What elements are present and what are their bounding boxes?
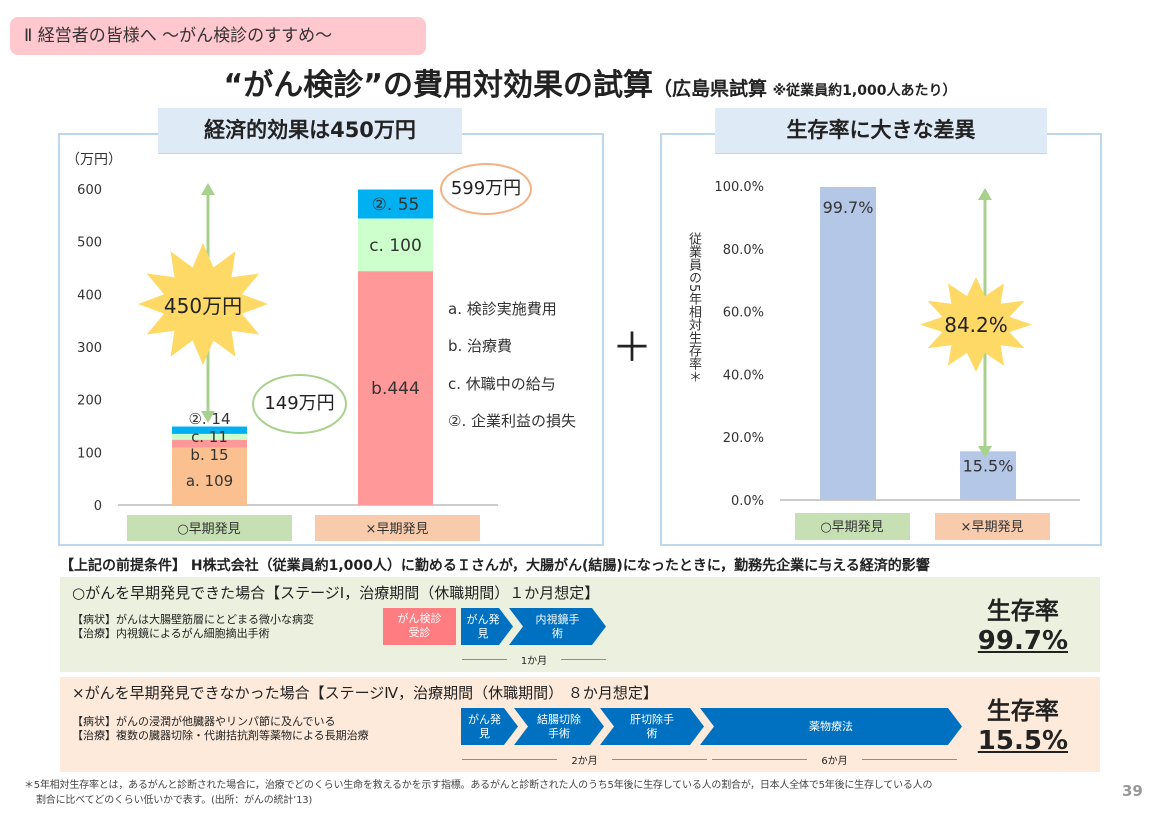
survival-diff-burst: 84.2% <box>920 277 1032 372</box>
bar-label: a. 109 <box>186 472 233 490</box>
legend-a: a. 検診実施費用 <box>448 300 557 318</box>
starburst-icon <box>920 277 1032 372</box>
bar-label: c. 100 <box>369 236 422 256</box>
early-heading: ○がんを早期発見できた場合【ステージⅠ，治療期間（休職期間）１か月想定】 <box>72 584 600 602</box>
step-endoscopic-surgery: 内視鏡手術 <box>509 608 606 645</box>
title-sub: （広島県試算 <box>652 78 767 100</box>
bar-segment-d <box>172 426 247 434</box>
early-survival: 生存率 99.7% <box>977 597 1068 656</box>
bar-segment-d <box>358 189 433 219</box>
early-symptom: 【病状】がんは大腸壁筋層にとどまる微小な病変 <box>72 613 314 626</box>
y-tick-label: 100 <box>77 446 102 461</box>
bar-label: b.444 <box>371 379 420 399</box>
section-tag: Ⅱ 経営者の皆様へ ～がん検診のすすめ～ <box>10 17 426 55</box>
bar-label: b. 15 <box>190 446 228 464</box>
survival-diff-label: 84.2% <box>944 312 1008 337</box>
step-colon-resection: 結腸切除手術 <box>514 708 604 745</box>
early-total-bubble: 149万円 <box>252 374 347 434</box>
late-treatment: 【治療】複数の臓器切除・代謝拮抗剤等薬物による長期治療 <box>72 729 369 742</box>
bar-value-label: 99.7% <box>823 198 874 217</box>
step-chemotherapy: 薬物療法 <box>700 708 962 745</box>
category-box <box>795 513 910 540</box>
y-tick-label: 0 <box>94 499 102 514</box>
legend-b: b. 治療費 <box>448 337 513 355</box>
step-detection: がん発見 <box>461 608 513 645</box>
bar-segment-c <box>172 433 247 440</box>
survival-axis-label: 従業員の5年相対生存率＊ <box>686 232 701 384</box>
duration-2-months: 2か月 <box>462 752 707 767</box>
conditions-text: 【上記の前提条件】 H株式会社（従業員約1,000人）に勤めるＩさんが，大腸がん… <box>60 558 930 574</box>
page-title: “がん検診”の費用対効果の試算（広島県試算 ※従業員約1,000人あたり） <box>100 60 1080 104</box>
bar-label: ②. 55 <box>372 195 420 215</box>
bar-label: c. 11 <box>191 428 228 446</box>
legend-d: ②. 企業利益の損失 <box>448 412 576 430</box>
y-tick-label: 200 <box>77 394 102 409</box>
title-main: “がん検診”の費用対効果の試算 <box>223 68 653 103</box>
late-survival: 生存率 15.5% <box>977 697 1068 756</box>
y-tick-label: 80.0% <box>723 243 764 258</box>
starburst-icon <box>138 243 268 365</box>
step-liver-resection: 肝切除手術 <box>600 708 704 745</box>
category-box <box>127 515 292 541</box>
plus-sign: ＋ <box>612 325 652 371</box>
step-detection: がん発見 <box>461 708 518 745</box>
legend-c: c. 休職中の給与 <box>448 375 556 393</box>
y-tick-label: 0.0% <box>731 494 764 509</box>
category-box <box>315 515 480 541</box>
x-category-label: ○早期発見 <box>177 522 240 537</box>
category-box <box>935 513 1050 540</box>
early-detection-section: ○がんを早期発見できた場合【ステージⅠ，治療期間（休職期間）１か月想定】 【病状… <box>60 577 1100 672</box>
late-heading: ×がんを早期発見できなかった場合【ステージⅣ，治療期間（休職期間） ８か月想定】 <box>72 684 658 702</box>
step-screening: がん検診受診 <box>383 608 456 645</box>
bar-segment-b <box>172 439 247 448</box>
title-note: ※従業員約1,000人あたり） <box>772 83 957 99</box>
y-tick-label: 20.0% <box>723 431 764 446</box>
savings-burst-label: 450万円 <box>163 293 243 318</box>
survival-bar <box>820 186 876 500</box>
cost-panel-heading: 経済的効果は450万円 <box>158 108 462 154</box>
bar-segment-b <box>358 271 433 505</box>
early-treatment: 【治療】内視鏡によるがん細胞摘出手術 <box>72 627 270 640</box>
bar-value-label: 15.5% <box>963 456 1014 475</box>
y-tick-label: 600 <box>77 183 102 198</box>
savings-burst: 450万円 <box>138 243 268 365</box>
x-category-label: ×早期発見 <box>366 522 429 537</box>
survival-chart: 0.0% 20.0% 40.0% 60.0% 80.0% 100.0% 99.7% ○早期発見… <box>714 180 1080 540</box>
late-total-bubble: 599万円 <box>440 163 532 215</box>
late-symptom: 【病状】がんの浸潤が他臓器やリンパ節に及んでいる <box>72 715 336 728</box>
bar-segment-a <box>172 447 247 505</box>
y-tick-label: 40.0% <box>723 368 764 383</box>
duration-1-month: 1か月 <box>462 652 606 667</box>
survival-panel-heading: 生存率に大きな差異 <box>715 108 1047 154</box>
y-tick-label: 60.0% <box>723 306 764 321</box>
survival-bar <box>960 451 1016 500</box>
footnote-line2: 割合に比べてどのくらい低いかで表す。(出所：がんの統計’13) <box>36 795 313 806</box>
footnote: ＊5年相対生存率とは，あるがんと診断された場合に，治療でどのくらい生命を救えるか… <box>24 778 1116 808</box>
y-tick-label: 400 <box>77 288 102 303</box>
y-tick-label: 100.0% <box>714 180 764 195</box>
duration-6-months: 6か月 <box>712 752 957 767</box>
x-category-label: ○早期発見 <box>820 520 883 535</box>
x-category-label: ×早期発見 <box>961 520 1024 535</box>
bar-segment-c <box>358 218 433 272</box>
footnote-line1: ＊5年相対生存率とは，あるがんと診断された場合に，治療でどのくらい生命を救えるか… <box>24 780 933 791</box>
page-number: 39 <box>1122 782 1143 800</box>
cost-chart: （万円） 0 100 200 300 400 500 600 a. 109 b. 15c. 11 ②… <box>66 152 498 541</box>
y-tick-label: 500 <box>77 236 102 251</box>
late-detection-section: ×がんを早期発見できなかった場合【ステージⅣ，治療期間（休職期間） ８か月想定】… <box>60 677 1100 772</box>
y-tick-label: 300 <box>77 341 102 356</box>
y-axis-unit: （万円） <box>66 152 122 168</box>
